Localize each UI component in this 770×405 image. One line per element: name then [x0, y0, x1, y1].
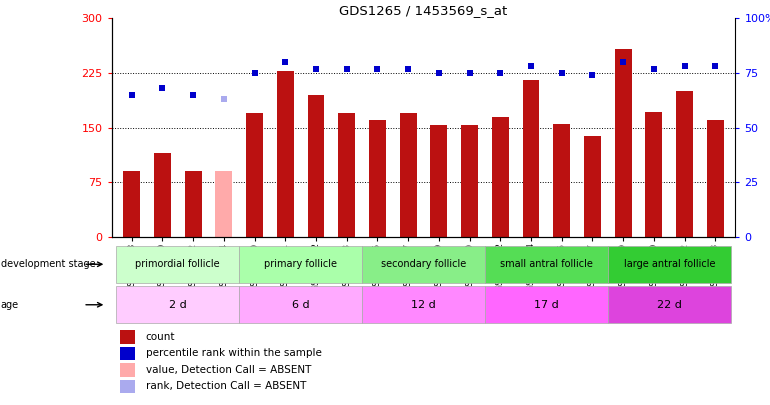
Bar — [676, 91, 693, 237]
Text: 22 d: 22 d — [657, 300, 681, 310]
Bar — [239, 286, 362, 323]
Bar — [123, 171, 140, 237]
Bar — [276, 71, 293, 237]
Bar — [362, 286, 485, 323]
Bar — [584, 136, 601, 237]
Text: 6 d: 6 d — [292, 300, 310, 310]
Bar — [120, 379, 135, 393]
Text: value, Detection Call = ABSENT: value, Detection Call = ABSENT — [146, 365, 311, 375]
Text: primordial follicle: primordial follicle — [136, 259, 220, 269]
Text: 17 d: 17 d — [534, 300, 559, 310]
Bar — [120, 363, 135, 377]
Bar — [246, 113, 263, 237]
Text: age: age — [1, 300, 19, 310]
Bar — [485, 286, 608, 323]
Bar — [338, 113, 355, 237]
Text: primary follicle: primary follicle — [264, 259, 337, 269]
Bar — [307, 95, 324, 237]
Bar — [120, 330, 135, 343]
Bar — [185, 171, 202, 237]
Bar — [485, 246, 608, 283]
Bar — [362, 246, 485, 283]
Bar — [216, 171, 233, 237]
Bar — [116, 246, 239, 283]
Bar — [608, 246, 731, 283]
Bar — [430, 126, 447, 237]
Text: percentile rank within the sample: percentile rank within the sample — [146, 348, 321, 358]
Text: small antral follicle: small antral follicle — [500, 259, 593, 269]
Bar — [608, 286, 731, 323]
Text: rank, Detection Call = ABSENT: rank, Detection Call = ABSENT — [146, 381, 306, 391]
Bar — [645, 111, 662, 237]
Title: GDS1265 / 1453569_s_at: GDS1265 / 1453569_s_at — [340, 4, 507, 17]
Bar — [523, 80, 540, 237]
Bar — [614, 49, 631, 237]
Text: secondary follicle: secondary follicle — [381, 259, 466, 269]
Bar — [369, 120, 386, 237]
Bar — [492, 117, 509, 237]
Bar — [120, 347, 135, 360]
Bar — [400, 113, 417, 237]
Bar — [554, 124, 571, 237]
Text: count: count — [146, 332, 175, 342]
Bar — [116, 286, 239, 323]
Text: 12 d: 12 d — [411, 300, 436, 310]
Bar — [239, 246, 362, 283]
Bar — [154, 153, 171, 237]
Bar — [461, 126, 478, 237]
Text: large antral follicle: large antral follicle — [624, 259, 715, 269]
Bar — [707, 120, 724, 237]
Text: 2 d: 2 d — [169, 300, 186, 310]
Text: development stage: development stage — [1, 259, 95, 269]
